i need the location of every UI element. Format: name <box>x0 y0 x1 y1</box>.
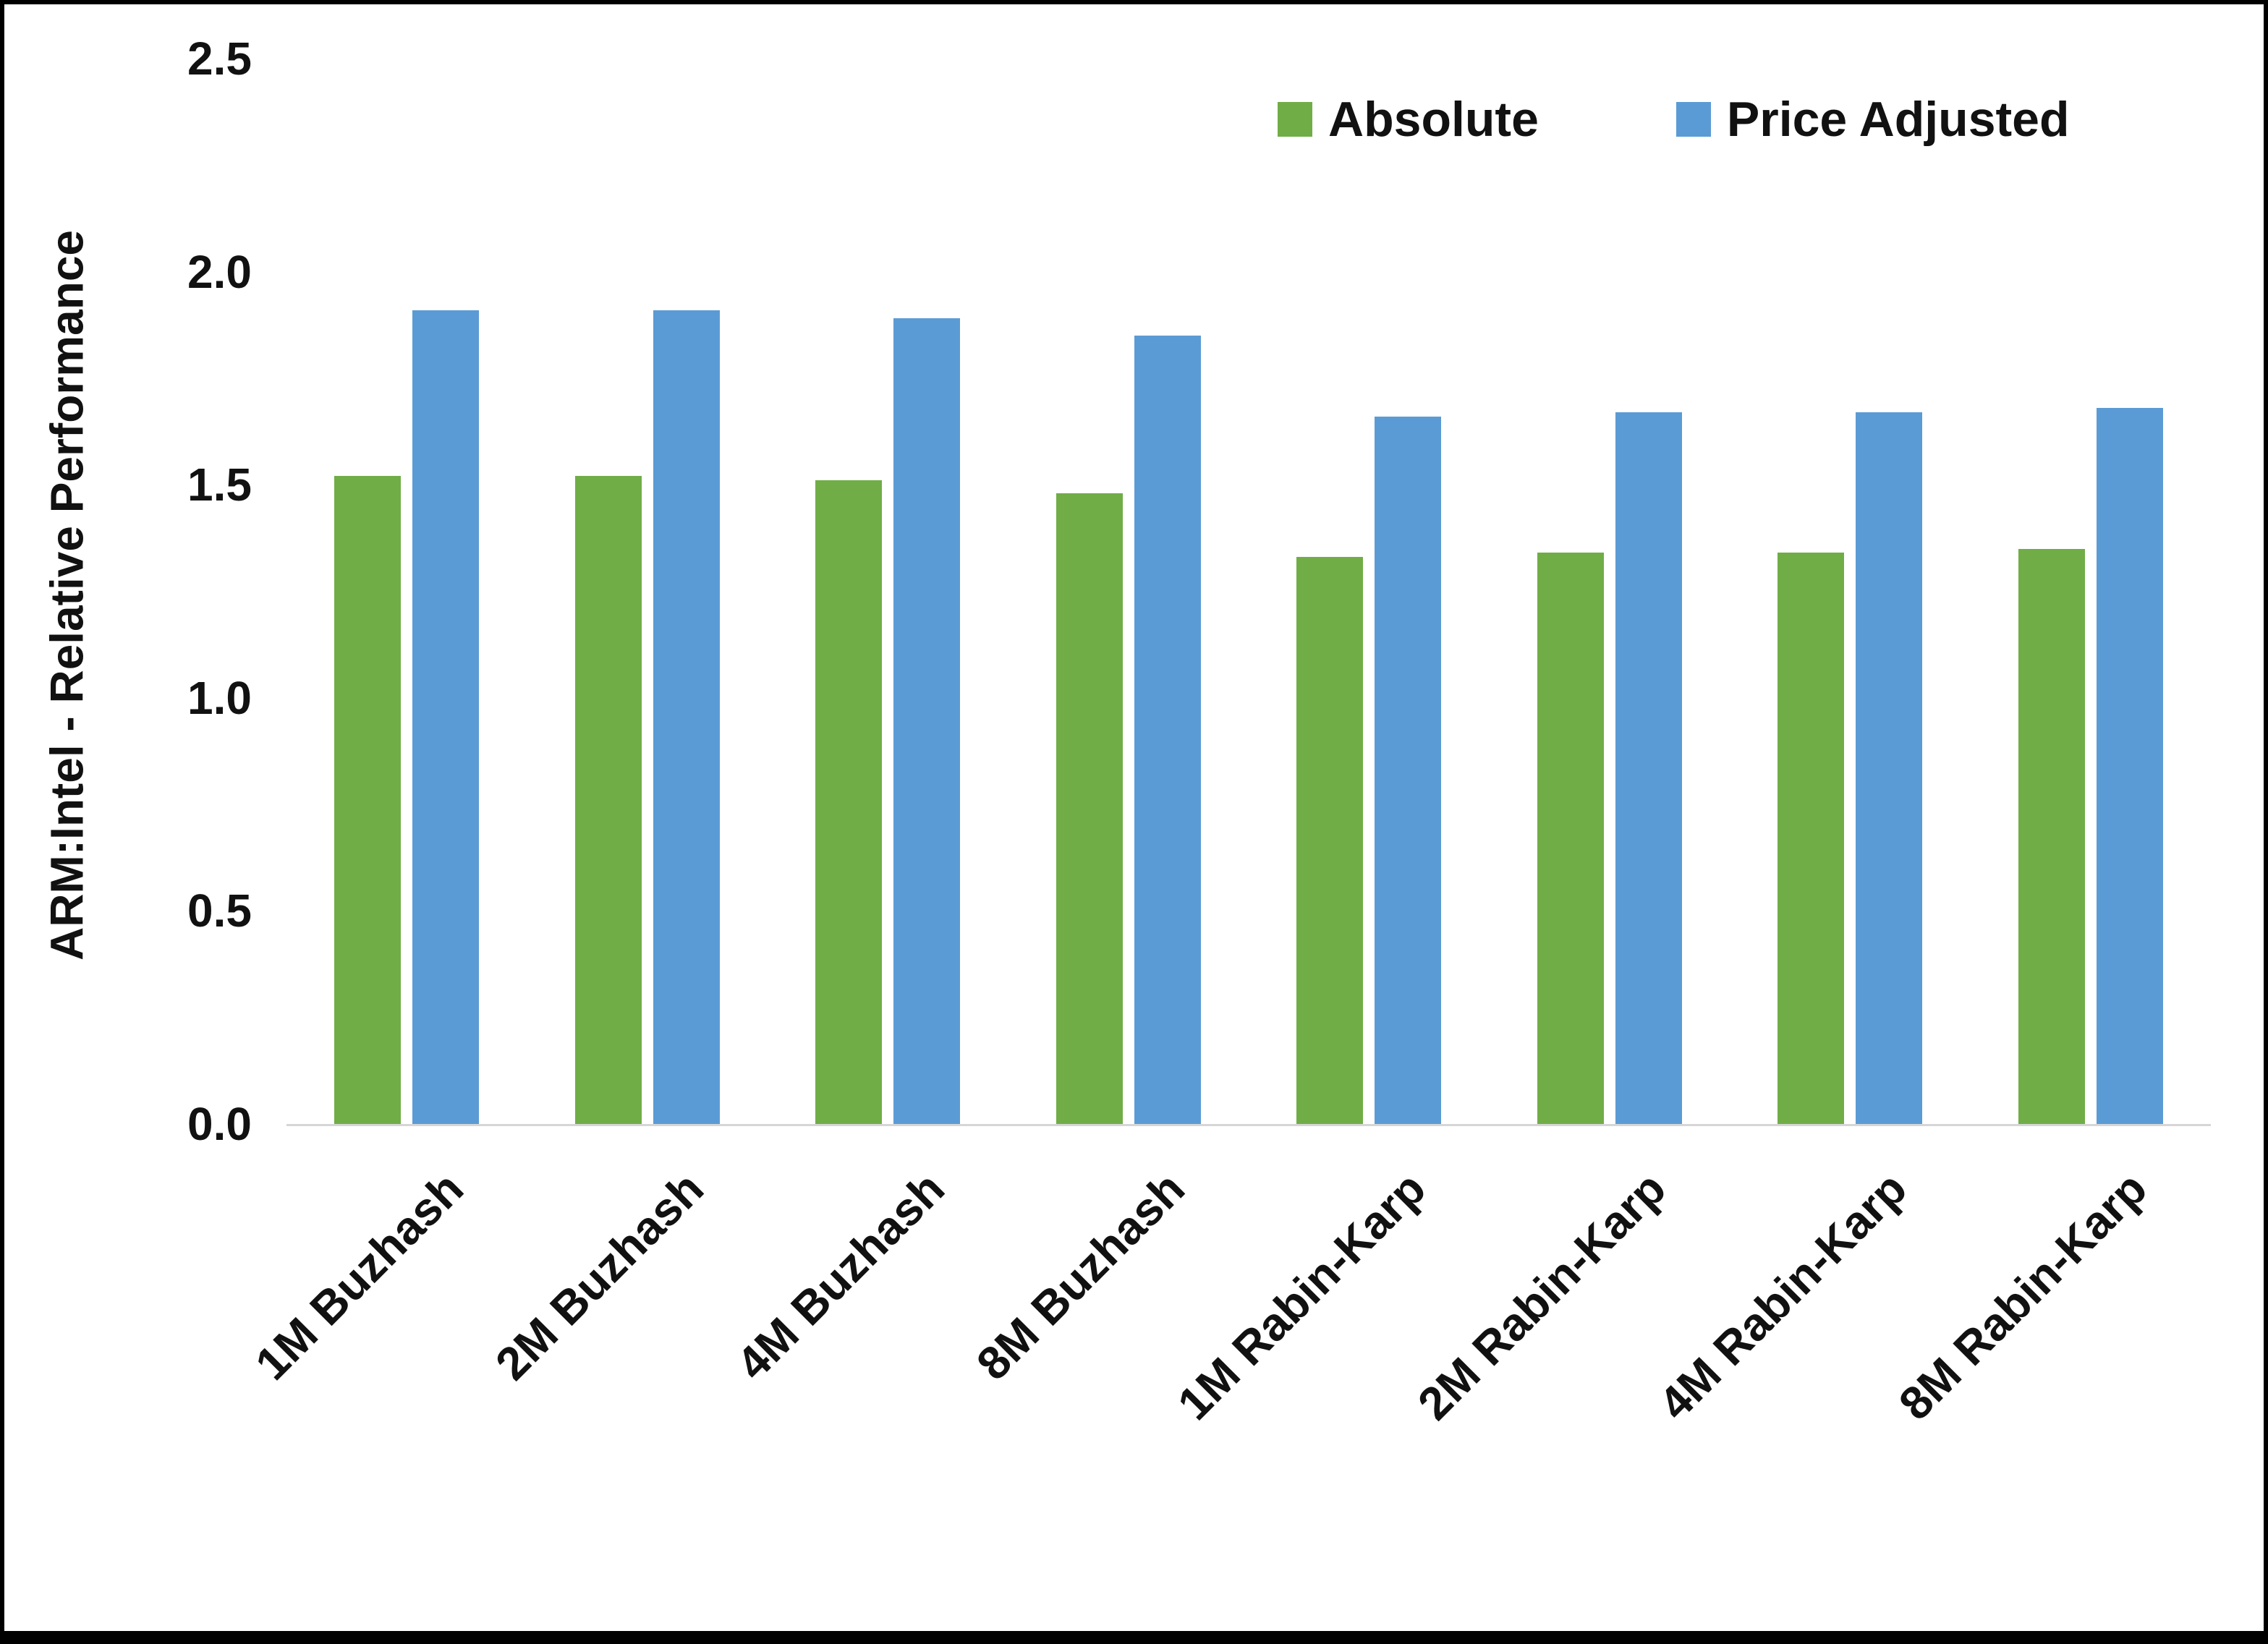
bar-price-adjusted <box>1615 412 1682 1124</box>
bar-absolute <box>1537 553 1604 1124</box>
y-tick-label: 2.5 <box>187 33 252 85</box>
bar-group-8m-buzhash <box>1008 59 1249 1124</box>
bar-price-adjusted <box>1375 416 1442 1124</box>
x-category-label: 8M Buzhash <box>967 1162 1195 1390</box>
bar-price-adjusted <box>893 318 961 1124</box>
legend: Absolute Price Adjusted <box>1278 91 2070 148</box>
bar-group-8m-rabin-karp <box>1971 59 2212 1124</box>
y-tick-label: 1.5 <box>187 459 252 511</box>
bar-price-adjusted <box>653 310 720 1124</box>
bar-group-4m-buzhash <box>768 59 1008 1124</box>
legend-swatch-price-adjusted-icon <box>1675 102 1711 137</box>
legend-swatch-absolute-icon <box>1278 102 1312 137</box>
x-category-label: 4M Buzhash <box>726 1162 954 1390</box>
legend-item-price-adjusted: Price Adjusted <box>1675 91 2070 148</box>
bar-group-1m-rabin-karp <box>1249 59 1490 1124</box>
x-category-label: 8M Rabin-Karp <box>1889 1162 2157 1430</box>
bar-absolute <box>334 476 402 1124</box>
x-category-label: 1M Rabin-Karp <box>1167 1162 1435 1430</box>
plot-area <box>286 59 2211 1124</box>
bar-price-adjusted <box>412 310 480 1124</box>
x-category-label: 1M Buzhash <box>245 1162 473 1390</box>
bar-absolute <box>2018 548 2085 1124</box>
legend-label-absolute: Absolute <box>1328 92 1539 147</box>
x-axis-line <box>286 1124 2211 1126</box>
bar-price-adjusted <box>1134 335 1201 1124</box>
bar-price-adjusted <box>1856 412 1923 1124</box>
legend-item-absolute: Absolute <box>1278 91 1539 148</box>
bar-absolute <box>1056 493 1123 1124</box>
y-tick-label: 1.0 <box>187 671 252 724</box>
y-tick-label: 0.5 <box>187 885 252 937</box>
bar-group-4m-rabin-karp <box>1730 59 1971 1124</box>
bar-absolute <box>1778 553 1845 1124</box>
bar-group-1m-buzhash <box>286 59 527 1124</box>
bar-price-adjusted <box>2096 408 2163 1124</box>
y-tick-label: 0.0 <box>187 1098 252 1150</box>
y-tick-label: 2.0 <box>187 245 252 298</box>
bar-absolute <box>574 476 642 1124</box>
legend-label-price-adjusted: Price Adjusted <box>1726 92 2070 147</box>
bar-absolute <box>1296 557 1364 1124</box>
y-axis-tick-labels: 0.0 0.5 1.0 1.5 2.0 2.5 <box>4 35 265 1147</box>
x-category-label: 2M Rabin-Karp <box>1408 1162 1676 1430</box>
bar-group-2m-buzhash <box>527 59 768 1124</box>
x-category-label: 4M Rabin-Karp <box>1648 1162 1916 1430</box>
bar-absolute <box>815 480 883 1124</box>
x-category-label: 2M Buzhash <box>485 1162 714 1390</box>
bar-group-2m-rabin-karp <box>1490 59 1730 1124</box>
